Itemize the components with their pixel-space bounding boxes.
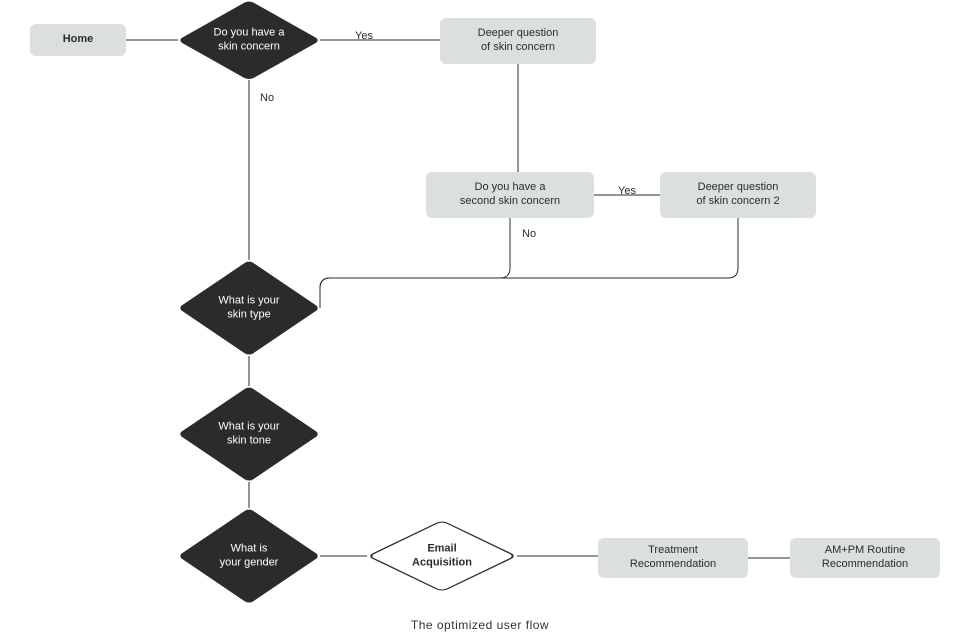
- node-q_skintone: What is your skin tone: [178, 386, 320, 482]
- edge-label-q_concern-deep1: Yes: [355, 30, 373, 42]
- edge-label-q_concern-q_skintype: No: [260, 92, 274, 104]
- flowchart-stage: The optimized user flow Home Do you have …: [0, 0, 960, 632]
- node-q_gender: What is your gender: [178, 508, 320, 604]
- node-deep1: Deeper question of skin concern: [440, 18, 596, 64]
- caption: The optimized user flow: [0, 618, 960, 632]
- node-email: Email Acquisition: [367, 520, 517, 592]
- node-q_concern: Do you have a skin concern: [178, 0, 320, 80]
- node-routine: AM+PM Routine Recommendation: [790, 538, 940, 578]
- edge-label-q_second-deep2: Yes: [618, 185, 636, 197]
- node-treatment: Treatment Recommendation: [598, 538, 748, 578]
- node-q_skintype: What is your skin type: [178, 260, 320, 356]
- edge-q_second-q_skintype: [320, 218, 510, 308]
- node-home: Home: [30, 24, 126, 56]
- node-deep2: Deeper question of skin concern 2: [660, 172, 816, 218]
- node-q_second: Do you have a second skin concern: [426, 172, 594, 218]
- edge-label-q_second-q_skintype: No: [522, 228, 536, 240]
